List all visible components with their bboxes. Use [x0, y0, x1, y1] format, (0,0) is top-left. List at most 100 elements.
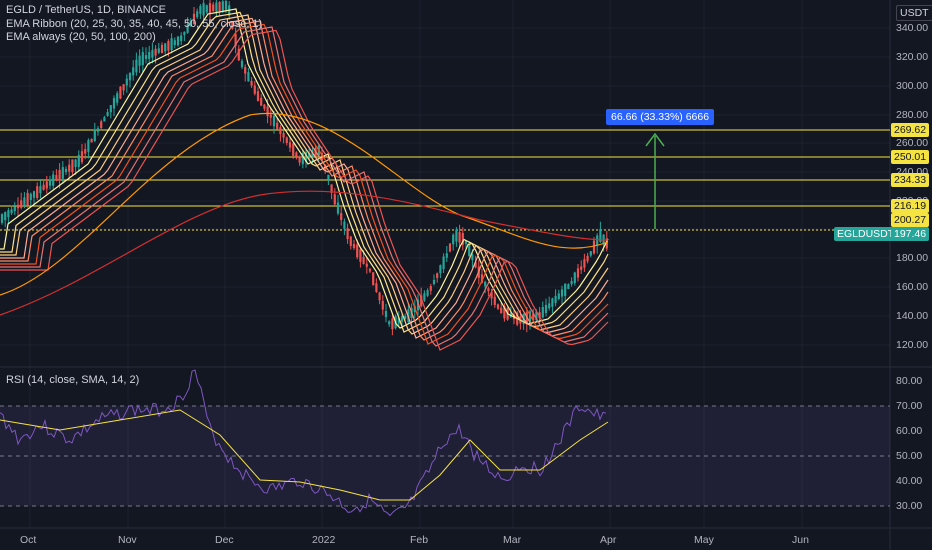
candle-body	[455, 229, 458, 242]
candle-body	[93, 129, 96, 141]
candle-body	[397, 317, 400, 324]
candle-body	[416, 299, 420, 311]
candle-body	[404, 315, 407, 319]
candle-body	[74, 159, 77, 168]
candle-body	[154, 48, 157, 56]
candle-body	[340, 213, 343, 220]
candle-body	[580, 266, 583, 270]
candle-body	[420, 295, 423, 307]
ema-always-legend[interactable]: EMA always (20, 50, 100, 200)	[6, 31, 156, 43]
candle-body	[240, 60, 244, 68]
candle-body	[116, 93, 119, 103]
candle-body	[167, 41, 170, 51]
candle-body	[346, 228, 349, 240]
currency-badge[interactable]: USDT	[896, 5, 932, 21]
candle-body	[490, 292, 493, 299]
price-axis-tick: 320.00	[896, 51, 929, 63]
price-axis-tick: 120.00	[896, 339, 929, 351]
candle-body	[487, 288, 490, 292]
candle-body	[10, 209, 13, 214]
candle-body	[141, 52, 144, 66]
candle-body	[84, 149, 87, 154]
candle-body	[439, 265, 442, 274]
candle-body	[432, 279, 436, 285]
candle-body	[356, 244, 359, 258]
price-axis-tick: 260.00	[896, 137, 929, 149]
candle-body	[375, 283, 378, 292]
candle-body	[532, 313, 535, 320]
candle-body	[551, 298, 554, 307]
ema-ribbon-line	[0, 11, 609, 333]
candle-body	[535, 311, 538, 321]
level-price-tag: 234.33	[891, 173, 930, 187]
candle-body	[570, 280, 573, 285]
candle-body	[378, 292, 381, 301]
ema-200-line	[0, 190, 609, 316]
candle-body	[272, 115, 276, 127]
measure-arrow-head	[645, 132, 665, 147]
candle-body	[151, 50, 154, 58]
candle-body	[135, 59, 138, 73]
candle-body	[279, 127, 282, 134]
ema-ribbon-legend[interactable]: EMA Ribbon (20, 25, 30, 35, 40, 45, 50, …	[6, 18, 263, 30]
candle-body	[330, 184, 333, 193]
candle-body	[442, 256, 445, 270]
candle-body	[285, 137, 288, 143]
time-axis-tick: Apr	[600, 534, 617, 546]
candle-body	[474, 262, 477, 268]
time-axis-tick: Dec	[215, 534, 234, 546]
candle-body	[45, 181, 48, 189]
candle-body	[292, 143, 295, 157]
candle-body	[484, 281, 487, 287]
candle-body	[183, 31, 186, 36]
candle-body	[564, 283, 567, 296]
level-price-tag: 200.27	[891, 213, 930, 227]
candle-body	[384, 310, 388, 318]
candle-body	[234, 33, 237, 46]
candle-body	[400, 316, 404, 322]
candle-body	[436, 273, 439, 278]
candle-body	[471, 254, 474, 261]
candle-body	[96, 128, 100, 132]
rsi-axis-tick: 80.00	[896, 375, 923, 387]
time-axis-tick: Oct	[20, 534, 37, 546]
candle-body	[244, 67, 247, 74]
ema-ribbon-line	[0, 26, 609, 347]
symbol-legend[interactable]: EGLD / TetherUS, 1D, BINANCE	[6, 4, 166, 16]
rsi-ma-line	[0, 409, 609, 501]
candle-body	[548, 303, 551, 309]
candle-body	[160, 44, 164, 54]
time-axis-tick: May	[694, 534, 714, 546]
level-price-tag: 216.19	[891, 199, 930, 213]
measure-label[interactable]: 66.66 (33.33%) 6666	[606, 109, 715, 125]
rsi-axis-tick: 40.00	[896, 475, 923, 487]
candle-body	[544, 304, 548, 314]
candle-body	[452, 234, 455, 245]
rsi-legend[interactable]: RSI (14, close, SMA, 14, 2)	[6, 374, 140, 386]
candle-body	[304, 152, 308, 162]
ema-ribbon-line	[0, 14, 609, 335]
candle-body	[55, 175, 58, 181]
price-axis-tick: 300.00	[896, 80, 929, 92]
candle-body	[32, 191, 36, 198]
price-axis-tick: 280.00	[896, 109, 929, 121]
candle-body	[586, 255, 589, 262]
candle-body	[48, 179, 52, 186]
candle-body	[333, 194, 336, 205]
candle-body	[218, 2, 221, 11]
ema-100-line	[0, 112, 609, 296]
candle-body	[176, 36, 180, 46]
candle-body	[112, 98, 116, 109]
time-axis-tick: 2022	[312, 534, 336, 546]
candle-body	[16, 204, 20, 209]
candle-body	[573, 272, 576, 284]
price-axis-tick: 340.00	[896, 22, 929, 34]
candle-body	[64, 168, 68, 173]
candle-body	[429, 286, 432, 291]
candle-body	[122, 84, 125, 91]
candle-body	[349, 236, 352, 246]
candle-body	[592, 240, 596, 254]
candle-body	[256, 91, 260, 101]
candle-body	[301, 153, 304, 165]
